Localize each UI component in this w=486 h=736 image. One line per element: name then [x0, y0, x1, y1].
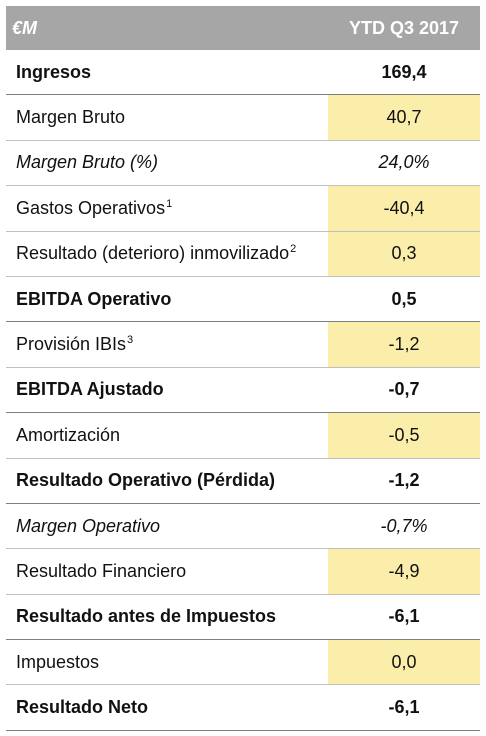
table-row: Amortización -0,5 — [6, 413, 480, 459]
table-body: Ingresos 169,4 Margen Bruto 40,7 Margen Brut… — [6, 50, 480, 731]
row-label-text: Amortización — [16, 424, 121, 445]
row-label: Provisión IBIs3 — [6, 334, 328, 355]
unit-label: €M — [12, 17, 38, 38]
table-row: Margen Operativo -0,7% — [6, 504, 480, 550]
row-label: EBITDA Operativo — [6, 289, 328, 310]
row-value: 0,0 — [328, 640, 480, 685]
table-row: Resultado (deterioro) inmovilizado2 0,3 — [6, 231, 480, 277]
table-row: Gastos Operativos1 -40,4 — [6, 186, 480, 232]
row-label: Resultado Financiero — [6, 561, 328, 582]
row-value: 169,4 — [328, 50, 480, 95]
table-row: Resultado Neto -6,1 — [6, 685, 480, 731]
pnl-table: €M YTD Q3 2017 Ingresos 169,4 Margen Bruto… — [6, 6, 480, 731]
table-header: €M YTD Q3 2017 — [6, 6, 480, 50]
row-value: -1,2 — [328, 322, 480, 367]
row-label: Margen Operativo — [6, 516, 328, 537]
row-label-text: EBITDA Ajustado — [16, 379, 164, 400]
row-label-text: Margen Bruto — [16, 107, 126, 128]
row-label-text: Resultado Operativo (Pérdida) — [16, 470, 276, 491]
row-label-text: Provisión IBIs — [16, 334, 127, 355]
row-label: Resultado Operativo (Pérdida) — [6, 470, 328, 491]
row-label: Amortización — [6, 425, 328, 446]
table-row: Impuestos 0,0 — [6, 640, 480, 686]
row-label-text: Gastos Operativos — [16, 197, 166, 218]
row-label-text: Impuestos — [16, 651, 100, 672]
footnote-marker: 2 — [290, 243, 297, 256]
row-label: Impuestos — [6, 652, 328, 673]
footnote-marker: 3 — [127, 334, 134, 347]
row-label-text: Resultado (deterioro) inmovilizado — [16, 243, 290, 264]
row-value: 24,0% — [378, 152, 430, 173]
table-row: Margen Bruto (%) 24,0% — [6, 141, 480, 187]
row-value: -0,5 — [328, 413, 480, 458]
row-label: Resultado Neto — [6, 697, 328, 718]
row-value: -0,7% — [380, 515, 428, 536]
row-value: -1,2 — [328, 458, 480, 503]
row-label: Gastos Operativos1 — [6, 198, 328, 219]
row-label: Ingresos — [6, 62, 328, 83]
row-label-text: Margen Bruto (%) — [16, 152, 159, 173]
row-label-text: Resultado Neto — [16, 697, 149, 718]
row-value: 0,3 — [328, 231, 480, 276]
row-value: -0,7 — [328, 367, 480, 413]
table-row: EBITDA Ajustado -0,7 — [6, 367, 480, 414]
period-label: YTD Q3 2017 — [348, 17, 460, 38]
row-label-text: Resultado Financiero — [16, 560, 187, 581]
row-label: Resultado antes de Impuestos — [6, 606, 328, 627]
row-value: -6,1 — [328, 685, 480, 730]
table-row: Resultado Operativo (Pérdida) -1,2 — [6, 458, 480, 504]
table-row: Resultado antes de Impuestos -6,1 — [6, 594, 480, 641]
table-row: Provisión IBIs3 -1,2 — [6, 322, 480, 368]
row-value: 0,5 — [328, 276, 480, 322]
table-row: Margen Bruto 40,7 — [6, 95, 480, 141]
row-label: Resultado (deterioro) inmovilizado2 — [6, 243, 328, 264]
row-label: EBITDA Ajustado — [6, 379, 328, 400]
footnote-marker: 1 — [166, 197, 173, 210]
row-label-text: Margen Operativo — [16, 515, 161, 536]
row-value: 40,7 — [328, 95, 480, 140]
table-row: Resultado Financiero -4,9 — [6, 549, 480, 595]
row-label: Margen Bruto (%) — [6, 152, 328, 173]
table-row: Ingresos 169,4 — [6, 50, 480, 96]
row-value: -6,1 — [328, 594, 480, 640]
row-value: -4,9 — [328, 549, 480, 594]
row-label-text: EBITDA Operativo — [16, 288, 172, 309]
table-row: EBITDA Operativo 0,5 — [6, 276, 480, 323]
row-label-text: Ingresos — [16, 61, 92, 82]
row-value: -40,4 — [328, 186, 480, 231]
row-label-text: Resultado antes de Impuestos — [16, 606, 277, 627]
row-label: Margen Bruto — [6, 107, 328, 128]
